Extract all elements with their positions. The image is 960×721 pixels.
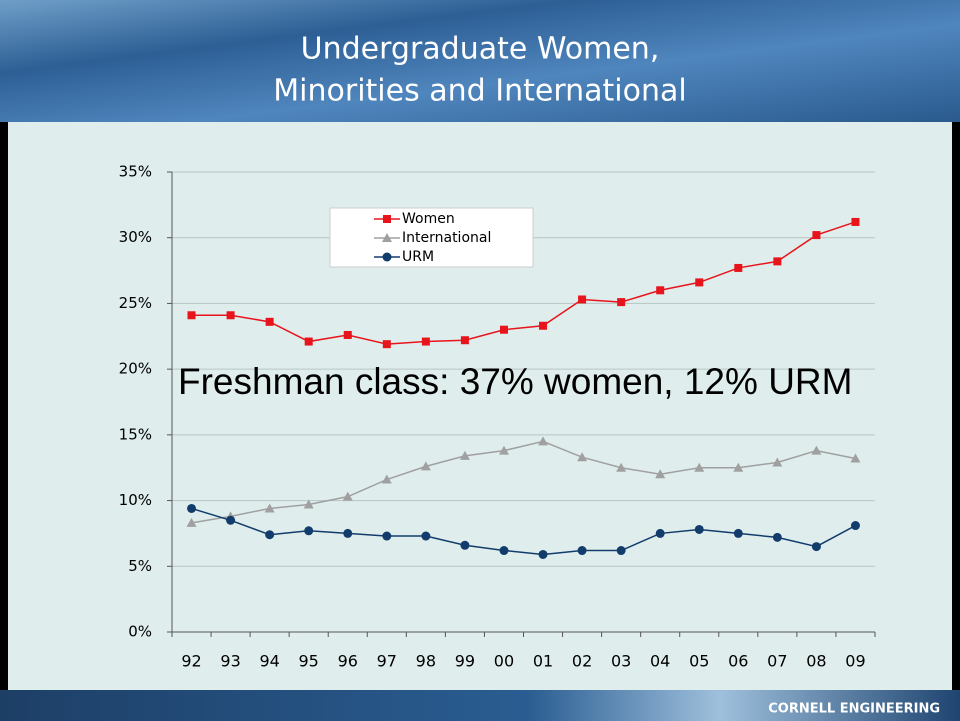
marker bbox=[266, 318, 274, 326]
marker bbox=[617, 298, 625, 306]
marker bbox=[812, 231, 820, 239]
marker bbox=[500, 326, 508, 334]
marker bbox=[304, 526, 313, 535]
title-line: Undergraduate Women, bbox=[301, 32, 660, 67]
y-tick-label: 25% bbox=[119, 294, 152, 312]
y-tick-label: 35% bbox=[119, 163, 152, 181]
marker bbox=[421, 532, 430, 541]
marker bbox=[383, 215, 391, 223]
x-tick-label: 96 bbox=[338, 652, 358, 671]
y-tick-label: 30% bbox=[119, 228, 152, 246]
marker bbox=[305, 338, 313, 346]
x-tick-label: 07 bbox=[767, 652, 787, 671]
footer-text: CORNELL ENGINEERING bbox=[768, 702, 940, 717]
x-tick-label: 05 bbox=[689, 652, 709, 671]
legend: Women International URM bbox=[330, 208, 533, 267]
legend-label: Women bbox=[402, 211, 455, 227]
marker bbox=[773, 257, 781, 265]
x-tick-label: 06 bbox=[728, 652, 748, 671]
marker bbox=[851, 218, 859, 226]
marker bbox=[227, 311, 235, 319]
marker bbox=[656, 286, 664, 294]
marker bbox=[695, 525, 704, 534]
x-tick-label: 93 bbox=[220, 652, 240, 671]
y-tick-label: 20% bbox=[119, 360, 152, 378]
x-tick-label: 99 bbox=[455, 652, 475, 671]
x-tick-label: 00 bbox=[494, 652, 514, 671]
marker bbox=[578, 295, 586, 303]
marker bbox=[226, 516, 235, 525]
marker bbox=[383, 253, 392, 262]
marker bbox=[499, 546, 508, 555]
marker bbox=[383, 340, 391, 348]
marker bbox=[265, 530, 274, 539]
marker bbox=[422, 338, 430, 346]
legend-label: International bbox=[402, 230, 491, 246]
x-tick-label: 01 bbox=[533, 652, 553, 671]
x-tick-label: 94 bbox=[259, 652, 279, 671]
x-tick-label: 95 bbox=[299, 652, 319, 671]
page: Undergraduate Women, Minorities and Inte… bbox=[0, 0, 960, 721]
marker bbox=[617, 546, 626, 555]
title-line: Minorities and International bbox=[273, 74, 686, 109]
marker bbox=[695, 278, 703, 286]
marker bbox=[812, 542, 821, 551]
marker bbox=[578, 546, 587, 555]
x-tick-label: 98 bbox=[416, 652, 436, 671]
x-tick-label: 03 bbox=[611, 652, 631, 671]
marker bbox=[851, 521, 860, 530]
x-tick-label: 09 bbox=[845, 652, 865, 671]
y-tick-label: 0% bbox=[128, 623, 152, 641]
y-tick-label: 15% bbox=[119, 425, 152, 443]
marker bbox=[539, 550, 548, 559]
y-tick-label: 5% bbox=[128, 557, 152, 575]
marker bbox=[734, 264, 742, 272]
legend-label: URM bbox=[402, 249, 434, 265]
marker bbox=[382, 532, 391, 541]
marker bbox=[461, 336, 469, 344]
marker bbox=[188, 311, 196, 319]
x-tick-label: 04 bbox=[650, 652, 670, 671]
marker bbox=[187, 504, 196, 513]
slide: Undergraduate Women, Minorities and Inte… bbox=[0, 0, 960, 721]
x-tick-label: 92 bbox=[181, 652, 201, 671]
marker bbox=[539, 322, 547, 330]
annotation: Freshman class: 37% women, 12% URM bbox=[178, 361, 852, 402]
x-tick-label: 02 bbox=[572, 652, 592, 671]
y-tick-label: 10% bbox=[119, 491, 152, 509]
marker bbox=[460, 541, 469, 550]
x-tick-label: 97 bbox=[377, 652, 397, 671]
marker bbox=[344, 331, 352, 339]
body-panel bbox=[8, 122, 952, 690]
marker bbox=[656, 529, 665, 538]
marker bbox=[773, 533, 782, 542]
marker bbox=[734, 529, 743, 538]
marker bbox=[343, 529, 352, 538]
x-tick-label: 08 bbox=[806, 652, 826, 671]
